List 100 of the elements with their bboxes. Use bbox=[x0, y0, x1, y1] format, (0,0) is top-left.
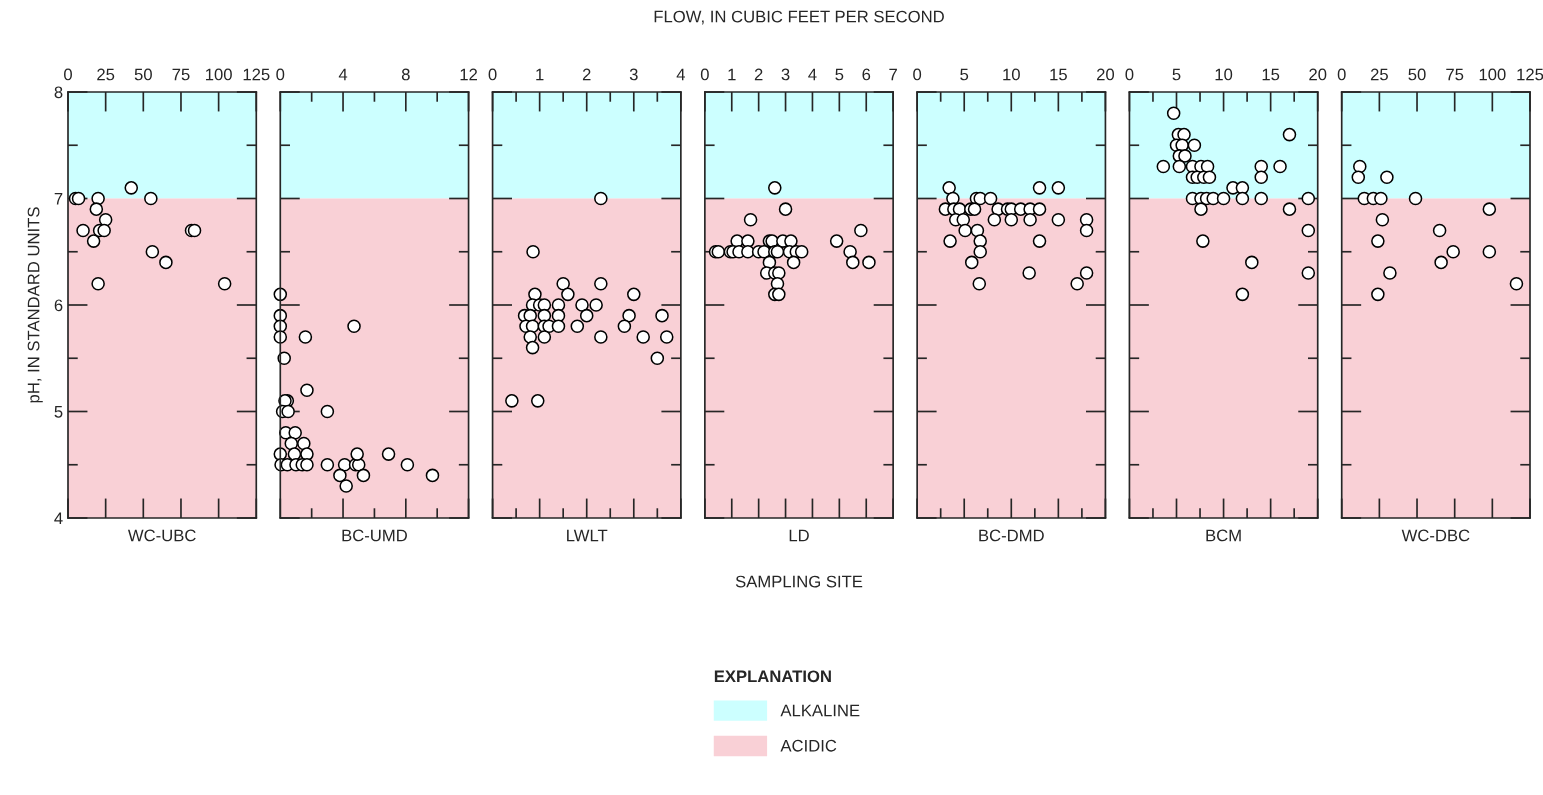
point bbox=[556, 276, 570, 291]
point bbox=[1196, 234, 1210, 248]
text: SAMPLING SITE bbox=[735, 575, 863, 588]
point bbox=[594, 330, 608, 344]
point bbox=[145, 244, 160, 259]
point bbox=[526, 244, 540, 259]
x-tick-label: 4 bbox=[338, 68, 348, 81]
point bbox=[159, 255, 173, 270]
point bbox=[339, 479, 353, 493]
x-tick-label: 125 bbox=[1517, 68, 1543, 81]
point bbox=[1254, 170, 1269, 184]
point bbox=[91, 276, 105, 291]
point bbox=[300, 383, 314, 397]
x-tick-label: 100 bbox=[1479, 68, 1506, 81]
y-tick-label: 7 bbox=[54, 193, 63, 205]
point bbox=[288, 426, 302, 440]
x-tick-label: 50 bbox=[134, 68, 152, 81]
point bbox=[1351, 170, 1366, 184]
y-tick-label: 4 bbox=[54, 512, 63, 525]
point bbox=[575, 298, 589, 312]
x-tick-label: 4 bbox=[676, 68, 685, 81]
point bbox=[1301, 191, 1316, 206]
point bbox=[1434, 255, 1448, 270]
point bbox=[942, 181, 956, 195]
point bbox=[1383, 266, 1397, 280]
y-axis-title: pH, IN STANDARD UNITS bbox=[27, 207, 43, 403]
point bbox=[1051, 181, 1066, 195]
point bbox=[1194, 202, 1208, 216]
point bbox=[1446, 244, 1460, 259]
point bbox=[76, 223, 90, 238]
point bbox=[298, 330, 313, 344]
point bbox=[381, 447, 396, 461]
x-tick-label: 3 bbox=[629, 68, 638, 81]
point bbox=[843, 244, 857, 259]
point bbox=[551, 319, 566, 334]
point bbox=[1254, 191, 1269, 206]
point bbox=[1282, 127, 1297, 142]
point bbox=[1432, 223, 1447, 238]
x-tick-label: 7 bbox=[889, 68, 897, 81]
point bbox=[768, 181, 782, 195]
point bbox=[970, 223, 985, 238]
point bbox=[505, 394, 519, 408]
x-tick-label: 5 bbox=[960, 68, 969, 81]
point bbox=[1022, 266, 1036, 280]
x-tick-label: 75 bbox=[172, 68, 190, 81]
x-tick-label: 20 bbox=[1097, 68, 1115, 81]
point bbox=[743, 213, 758, 227]
point bbox=[1032, 202, 1047, 216]
x-tick-label: 25 bbox=[97, 68, 115, 81]
point bbox=[1032, 181, 1047, 195]
x-tick-label: 4 bbox=[808, 68, 817, 81]
x-axis-title: BC-DMD bbox=[979, 529, 1044, 542]
point bbox=[617, 319, 632, 334]
x-tick-label: 25 bbox=[1370, 68, 1388, 81]
x-tick-label: 0 bbox=[1125, 68, 1134, 81]
point bbox=[594, 276, 608, 291]
x-tick-label: 0 bbox=[700, 68, 709, 81]
x-axis-title: LWLT bbox=[567, 529, 608, 542]
x-tick-label: 3 bbox=[781, 68, 790, 81]
point bbox=[1509, 276, 1524, 291]
x-tick-label: 0 bbox=[1337, 68, 1346, 81]
point bbox=[1371, 287, 1385, 302]
point bbox=[1301, 266, 1316, 280]
point bbox=[144, 191, 158, 206]
point bbox=[1245, 255, 1259, 270]
point bbox=[983, 191, 998, 206]
x-axis-title: WC-DBC bbox=[1401, 529, 1470, 542]
x-tick-label: 12 bbox=[460, 68, 477, 81]
x-tick-label: 0 bbox=[913, 68, 922, 81]
point bbox=[622, 308, 636, 323]
point bbox=[1375, 213, 1390, 227]
y-tick-label: 6 bbox=[54, 299, 63, 312]
point bbox=[862, 255, 876, 270]
point bbox=[650, 351, 665, 366]
point bbox=[1070, 276, 1084, 291]
legend-label: ACIDIC bbox=[780, 739, 837, 752]
x-tick-label: 5 bbox=[1172, 68, 1181, 81]
point bbox=[86, 234, 101, 248]
point bbox=[523, 330, 538, 344]
x-tick-label: 100 bbox=[206, 68, 232, 81]
point bbox=[525, 340, 540, 355]
point bbox=[1371, 234, 1385, 248]
point bbox=[589, 298, 603, 312]
point bbox=[89, 202, 104, 216]
point bbox=[1172, 159, 1187, 174]
point bbox=[973, 244, 987, 259]
point bbox=[217, 276, 232, 291]
point bbox=[320, 457, 335, 472]
point bbox=[636, 330, 650, 344]
y-tick-label: 5 bbox=[54, 406, 63, 418]
point bbox=[967, 202, 982, 216]
point bbox=[956, 213, 971, 227]
x-tick-label: 20 bbox=[1309, 68, 1327, 81]
point bbox=[1282, 202, 1297, 216]
point bbox=[300, 457, 314, 472]
point bbox=[772, 287, 786, 302]
point bbox=[561, 287, 575, 302]
point bbox=[846, 255, 860, 270]
legend-title: EXPLANATION bbox=[714, 670, 831, 683]
x-tick-label: 2 bbox=[754, 68, 763, 81]
